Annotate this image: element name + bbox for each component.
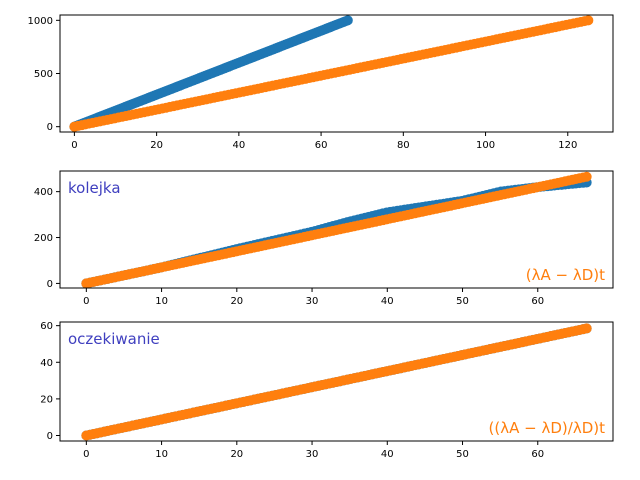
- y-tick-label: 400: [34, 187, 53, 198]
- chart-panel-3: 0 10 20 30 40 50 60 0 20 40 60 oczekiwanie ((λA − …: [40, 321, 614, 460]
- y-tick-label: 0: [47, 279, 53, 290]
- x-tick-label: 100: [476, 140, 495, 151]
- plot-area-1: [69, 15, 594, 132]
- y-tick-label: 1000: [28, 16, 53, 27]
- x-tick-label: 30: [306, 296, 319, 307]
- annotation-oczekiwanie: oczekiwanie: [68, 330, 160, 348]
- y-tick-label: 20: [40, 394, 53, 405]
- x-tick-label: 60: [531, 449, 544, 460]
- y-tick-label: 0: [47, 122, 53, 133]
- tick-group-2: 0 10 20 30 40 50 60 0 200 400: [34, 187, 544, 307]
- tick-group-3: 0 10 20 30 40 50 60 0 20 40 60: [40, 321, 544, 460]
- x-tick-label: 0: [71, 140, 77, 151]
- x-tick-label: 50: [456, 296, 469, 307]
- y-tick-label: 200: [34, 233, 53, 244]
- x-tick-label: 40: [381, 449, 394, 460]
- x-tick-label: 20: [230, 296, 243, 307]
- y-tick-label: 500: [34, 69, 53, 80]
- tick-group-1: 0 20 40 60 80 100 120 0 500 1000: [28, 16, 578, 151]
- y-tick-label: 60: [40, 321, 53, 332]
- series-2-panel-3: [81, 323, 592, 441]
- x-tick-label: 60: [315, 140, 328, 151]
- x-tick-label: 30: [306, 449, 319, 460]
- x-tick-label: 50: [456, 449, 469, 460]
- data-point: [342, 15, 353, 26]
- y-tick-label: 40: [40, 358, 53, 369]
- annotation-formula-wait: ((λA − λD)/λD)t: [489, 419, 606, 437]
- x-tick-label: 20: [230, 449, 243, 460]
- x-tick-label: 0: [83, 296, 89, 307]
- axes-frame-2: [59, 170, 614, 289]
- x-tick-label: 10: [155, 296, 168, 307]
- chart-panel-2: 0 10 20 30 40 50 60 0 200 400 kolejka (λA − λD)t: [34, 170, 614, 307]
- x-tick-label: 80: [397, 140, 410, 151]
- x-tick-label: 60: [531, 296, 544, 307]
- axes-frame-3: [59, 321, 614, 442]
- x-tick-label: 40: [232, 140, 245, 151]
- data-point: [581, 323, 592, 334]
- series-2-panel-2: [81, 171, 592, 289]
- plot-area-3: [81, 323, 592, 441]
- x-tick-label: 0: [83, 449, 89, 460]
- data-point: [581, 171, 592, 182]
- x-tick-label: 40: [381, 296, 394, 307]
- x-tick-label: 120: [558, 140, 577, 151]
- annotation-formula-queue: (λA − λD)t: [526, 266, 605, 284]
- data-point: [583, 15, 594, 26]
- annotation-kolejka: kolejka: [68, 179, 121, 197]
- chart-panel-1: 0 20 40 60 80 100 120 0 500 1000: [28, 14, 614, 151]
- x-tick-label: 20: [150, 140, 163, 151]
- x-tick-label: 10: [155, 449, 168, 460]
- series-2-panel-1: [69, 15, 594, 132]
- plot-area-2: [81, 171, 592, 289]
- y-tick-label: 0: [47, 431, 53, 442]
